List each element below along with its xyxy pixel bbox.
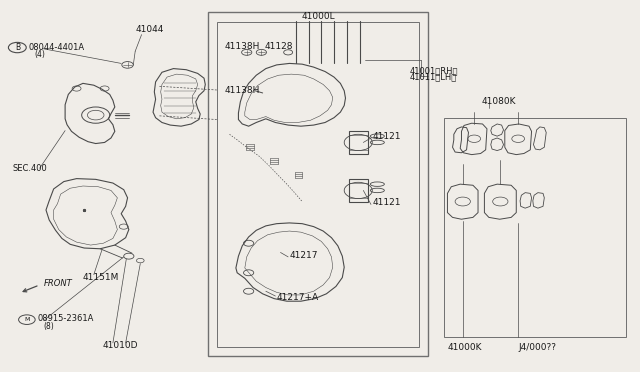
Bar [217, 22, 419, 347]
Text: 41000L: 41000L [302, 12, 335, 21]
Text: M: M [24, 317, 29, 322]
Text: 41010D: 41010D [102, 341, 138, 350]
Text: (8): (8) [44, 322, 54, 331]
Text: 41217+A: 41217+A [276, 294, 319, 302]
Text: 41151M: 41151M [83, 273, 119, 282]
Text: 41121: 41121 [373, 132, 401, 141]
Text: SEC.400: SEC.400 [13, 164, 47, 173]
Text: FRONT: FRONT [44, 279, 72, 288]
Text: (4): (4) [35, 50, 45, 59]
Text: 41044: 41044 [135, 25, 164, 33]
Text: 08044-4401A: 08044-4401A [28, 43, 84, 52]
Text: 41000K: 41000K [447, 343, 482, 352]
Text: 41001〈RH〉: 41001〈RH〉 [409, 66, 458, 75]
Text: 41217: 41217 [290, 251, 319, 260]
Text: 41128: 41128 [264, 42, 293, 51]
Text: 41121: 41121 [373, 198, 401, 207]
Text: B: B [15, 43, 20, 52]
Bar [209, 13, 428, 356]
Text: 41080K: 41080K [481, 97, 516, 106]
Bar [444, 118, 626, 337]
Text: 41138H: 41138H [225, 42, 260, 51]
Text: 08915-2361A: 08915-2361A [37, 314, 93, 323]
Text: 41138H: 41138H [225, 86, 260, 95]
Text: 41011〈LH〉: 41011〈LH〉 [409, 72, 456, 81]
Text: J4/000??: J4/000?? [519, 343, 557, 352]
